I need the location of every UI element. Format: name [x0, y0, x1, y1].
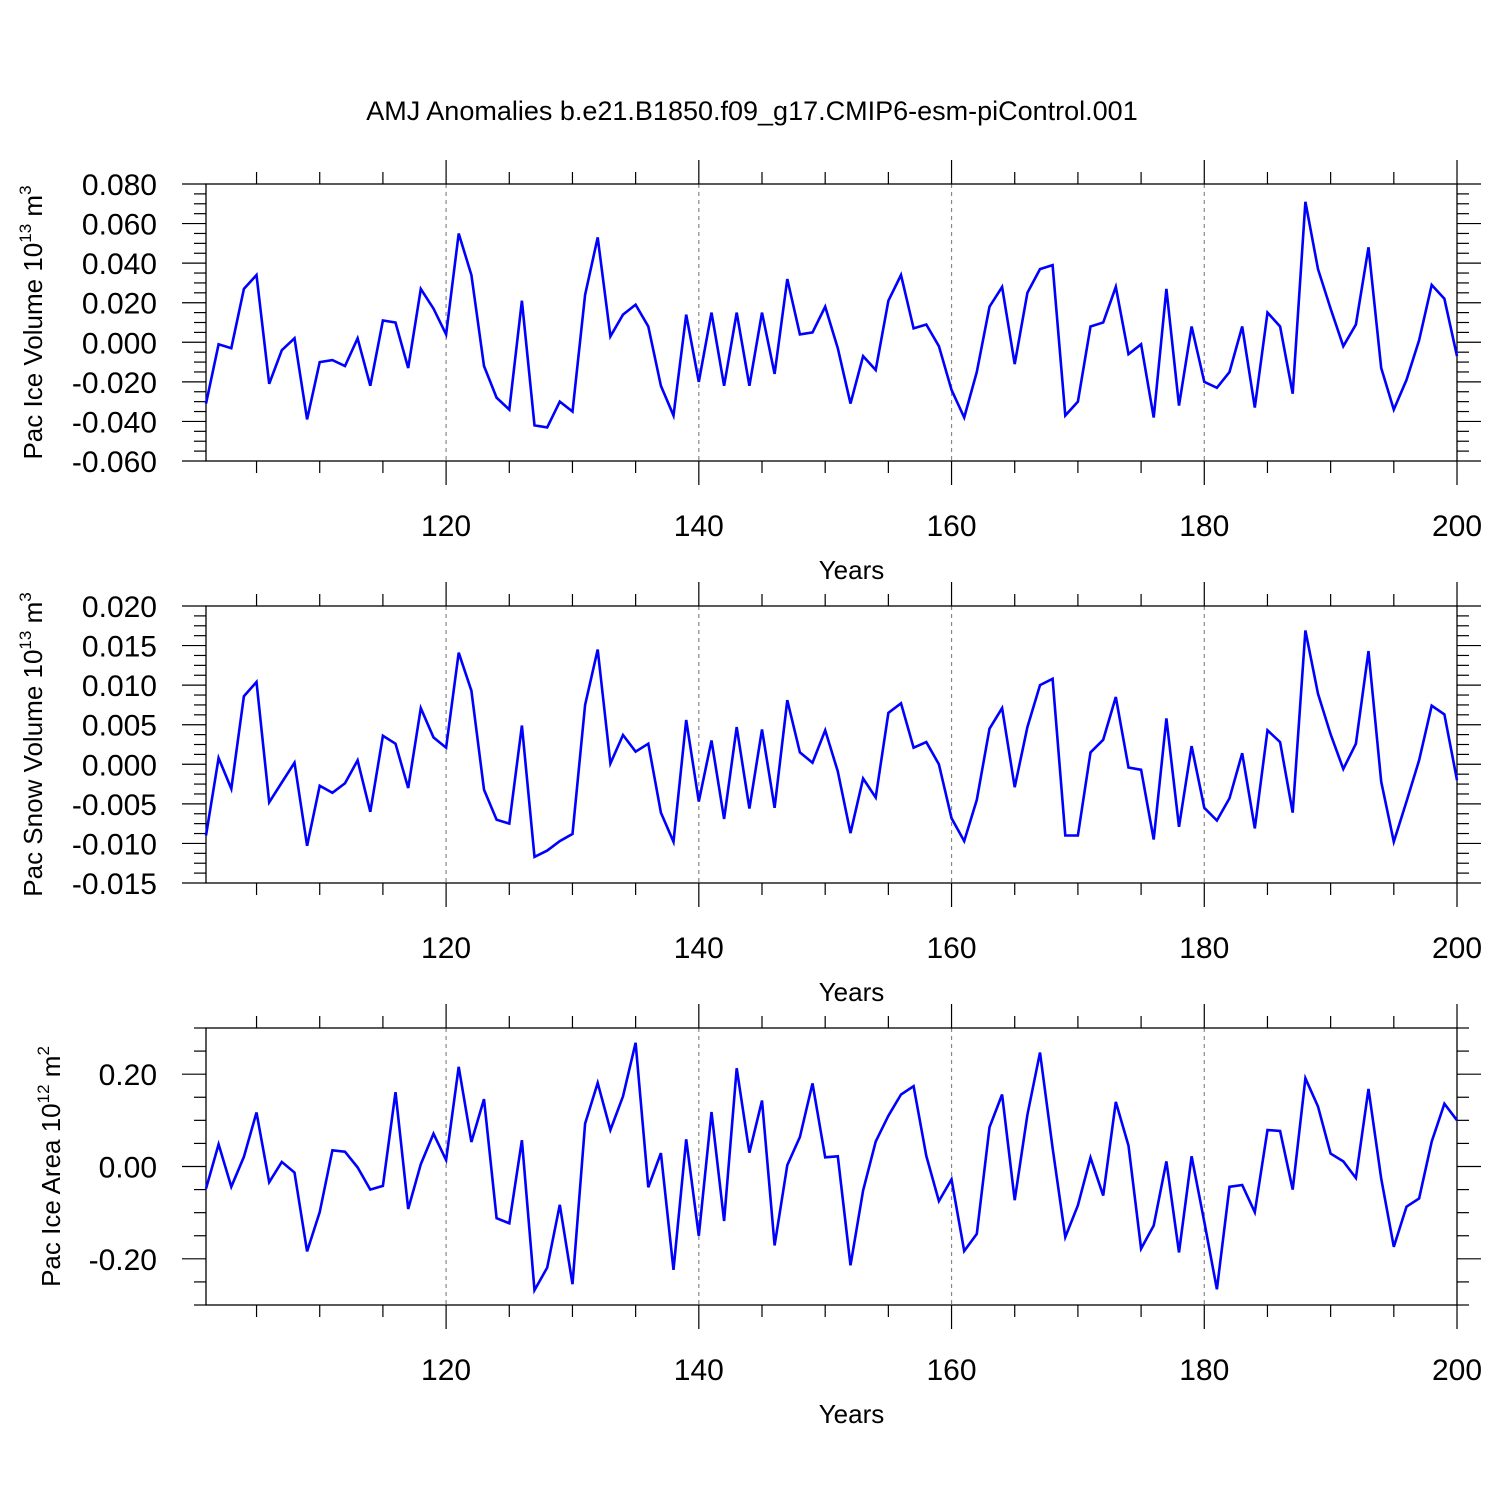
- y-tick-label: 0.040: [82, 248, 157, 281]
- y-tick-label: 0.010: [82, 670, 157, 703]
- y-axis-label: Pac Ice Volume 1013 m3: [16, 185, 48, 459]
- y-axis-label: Pac Snow Volume 1013 m3: [16, 592, 48, 896]
- x-tick-label: 180: [1179, 1354, 1229, 1387]
- x-tick-label: 140: [674, 510, 724, 543]
- x-tick-label: 180: [1179, 510, 1229, 543]
- y-tick-label: 0.000: [82, 749, 157, 782]
- y-tick-label: 0.020: [82, 288, 157, 321]
- x-tick-label: 200: [1432, 932, 1482, 965]
- y-tick-label: 0.000: [82, 327, 157, 360]
- y-tick-label: 0.060: [82, 209, 157, 242]
- x-tick-label: 120: [421, 510, 471, 543]
- y-tick-label: -0.040: [72, 406, 157, 439]
- y-tick-label: 0.20: [99, 1059, 157, 1092]
- y-tick-label: -0.005: [72, 789, 157, 822]
- y-tick-label: -0.010: [72, 828, 157, 861]
- chart-panel-1: 120 140 160 180 200 Years -0.060 -0.040 -0.020 0.…: [16, 160, 1482, 585]
- x-tick-label: 160: [927, 510, 977, 543]
- x-tick-label: 140: [674, 1354, 724, 1387]
- x-tick-label: 160: [927, 1354, 977, 1387]
- x-tick-label: 140: [674, 932, 724, 965]
- x-tick-label: 120: [421, 1354, 471, 1387]
- plot-frame: [205, 1027, 1458, 1306]
- y-tick-label: -0.015: [72, 868, 157, 901]
- x-tick-label: 200: [1432, 510, 1482, 543]
- y-tick-label: 0.020: [82, 591, 157, 624]
- series-line: [204, 201, 1459, 429]
- y-tick-label: 0.005: [82, 710, 157, 743]
- x-axis-label: Years: [819, 977, 885, 1007]
- chart-title: AMJ Anomalies b.e21.B1850.f09_g17.CMIP6-…: [366, 96, 1137, 126]
- x-tick-label: 120: [421, 932, 471, 965]
- x-tick-label: 160: [927, 932, 977, 965]
- y-tick-label: 0.080: [82, 169, 157, 202]
- x-axis-label: Years: [819, 1399, 885, 1429]
- y-tick-label: 0.00: [99, 1152, 157, 1185]
- x-axis-label: Years: [819, 555, 885, 585]
- series-line: [204, 1042, 1459, 1295]
- y-axis-label: Pac Ice Area 1012 m2: [34, 1046, 66, 1287]
- series-line: [204, 630, 1459, 859]
- x-tick-label: 180: [1179, 932, 1229, 965]
- plot-frame: [205, 605, 1458, 884]
- chart-panel-2: 120 140 160 180 200 Years -0.015 -0.010 -0.005 0.…: [16, 582, 1482, 1007]
- y-tick-label: 0.015: [82, 631, 157, 664]
- x-tick-label: 200: [1432, 1354, 1482, 1387]
- chart-panel-3: 120 140 160 180 200 Years -0.20 0.00 0.20 Pac Ice…: [34, 1004, 1482, 1429]
- y-tick-label: -0.20: [89, 1244, 157, 1277]
- y-tick-label: -0.060: [72, 446, 157, 479]
- y-tick-label: -0.020: [72, 367, 157, 400]
